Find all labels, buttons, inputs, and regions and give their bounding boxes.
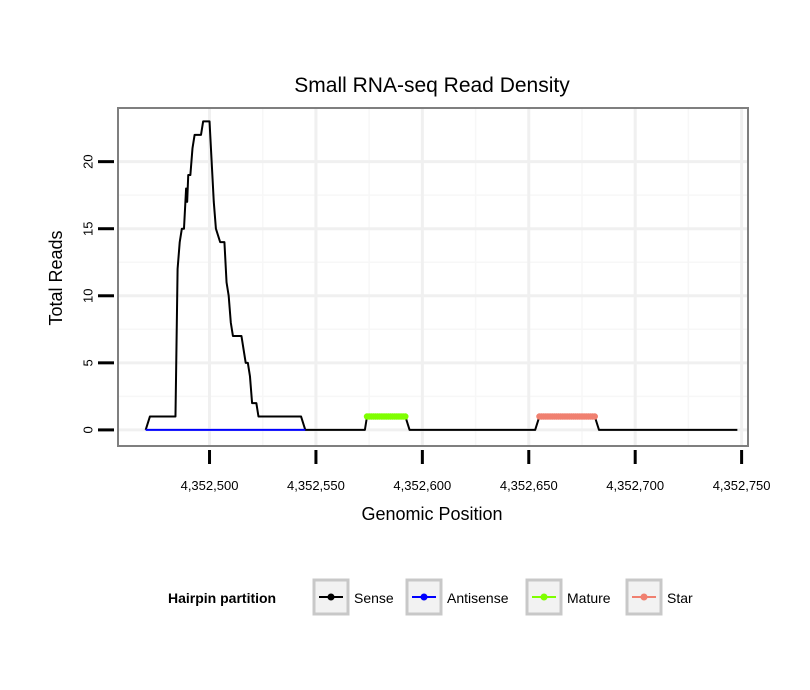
x-tick-label: 4,352,650 xyxy=(500,478,558,493)
y-tick-label: 5 xyxy=(81,359,96,366)
x-tick-label: 4,352,500 xyxy=(181,478,239,493)
legend-label-mature: Mature xyxy=(567,590,611,606)
series-point-star xyxy=(591,413,598,420)
y-tick-label: 0 xyxy=(81,426,96,433)
series-layer xyxy=(144,120,738,431)
chart-title: Small RNA-seq Read Density xyxy=(294,74,570,97)
legend-label-sense: Sense xyxy=(354,590,394,606)
x-tick-label: 4,352,700 xyxy=(606,478,664,493)
grid xyxy=(119,109,747,445)
x-tick-label: 4,352,600 xyxy=(393,478,451,493)
y-tick-label: 15 xyxy=(81,221,96,235)
legend-label-antisense: Antisense xyxy=(447,590,509,606)
x-tick-label: 4,352,550 xyxy=(287,478,345,493)
series-point-mature xyxy=(402,413,409,420)
y-axis-title: Total Reads xyxy=(46,230,66,325)
legend-key-point xyxy=(640,593,648,601)
y-tick-label: 10 xyxy=(81,289,96,303)
legend-key-point xyxy=(327,593,335,601)
legend-title: Hairpin partition xyxy=(168,590,276,606)
axes: 4,352,500 4,352,550 4,352,600 4,352,650 4,35… xyxy=(81,154,771,493)
series-line-sense xyxy=(144,120,738,431)
y-tick-label: 20 xyxy=(81,154,96,168)
plot-panel xyxy=(117,107,749,447)
legend-label-star: Star xyxy=(667,590,693,606)
legend-key-point xyxy=(540,593,548,601)
x-axis-title: Genomic Position xyxy=(361,504,502,524)
x-tick-label: 4,352,750 xyxy=(713,478,771,493)
legend: Hairpin partition Sense Antisense Mature St… xyxy=(168,578,693,616)
legend-key-point xyxy=(420,593,428,601)
